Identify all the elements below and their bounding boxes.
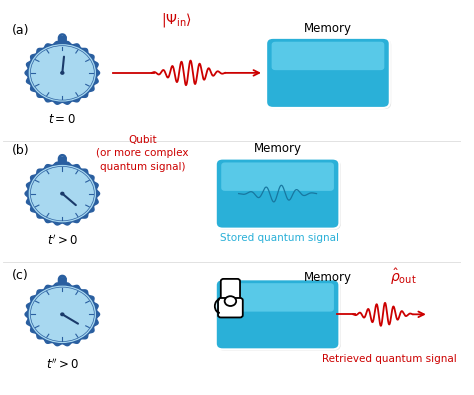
Text: (a): (a) — [12, 24, 29, 37]
Text: Retrieved quantum signal: Retrieved quantum signal — [322, 354, 457, 364]
Text: (c): (c) — [12, 269, 29, 282]
Polygon shape — [25, 162, 100, 225]
FancyBboxPatch shape — [267, 39, 391, 109]
Polygon shape — [25, 283, 100, 346]
Circle shape — [29, 45, 95, 101]
Text: $t^{\prime} > 0$: $t^{\prime} > 0$ — [47, 233, 78, 248]
Text: Memory: Memory — [304, 22, 352, 35]
Circle shape — [61, 313, 64, 316]
FancyBboxPatch shape — [217, 280, 341, 350]
Text: $t = 0$: $t = 0$ — [48, 113, 76, 126]
Text: $\hat{\rho}_{\mathrm{out}}$: $\hat{\rho}_{\mathrm{out}}$ — [390, 267, 417, 288]
FancyBboxPatch shape — [221, 162, 334, 191]
Circle shape — [225, 296, 236, 306]
FancyBboxPatch shape — [58, 277, 67, 285]
Text: Memory: Memory — [304, 271, 352, 284]
FancyBboxPatch shape — [58, 156, 67, 164]
Text: $|\Psi_{\mathrm{in}}\rangle$: $|\Psi_{\mathrm{in}}\rangle$ — [161, 11, 192, 29]
Text: Memory: Memory — [254, 142, 301, 155]
FancyBboxPatch shape — [221, 283, 334, 312]
Circle shape — [61, 71, 64, 74]
Text: $t^{\prime\prime} > 0$: $t^{\prime\prime} > 0$ — [46, 358, 79, 372]
FancyBboxPatch shape — [266, 38, 390, 108]
Circle shape — [61, 192, 64, 195]
FancyBboxPatch shape — [217, 160, 341, 230]
FancyBboxPatch shape — [58, 36, 67, 43]
Text: Qubit
(or more complex
quantum signal): Qubit (or more complex quantum signal) — [96, 135, 189, 171]
Text: Stored quantum signal: Stored quantum signal — [220, 233, 339, 243]
Circle shape — [29, 286, 95, 342]
FancyBboxPatch shape — [216, 279, 339, 350]
FancyBboxPatch shape — [218, 298, 243, 318]
Text: (b): (b) — [12, 144, 29, 157]
FancyBboxPatch shape — [221, 279, 240, 305]
Circle shape — [29, 166, 95, 222]
FancyBboxPatch shape — [272, 42, 384, 70]
Polygon shape — [25, 41, 100, 104]
FancyBboxPatch shape — [216, 158, 339, 229]
